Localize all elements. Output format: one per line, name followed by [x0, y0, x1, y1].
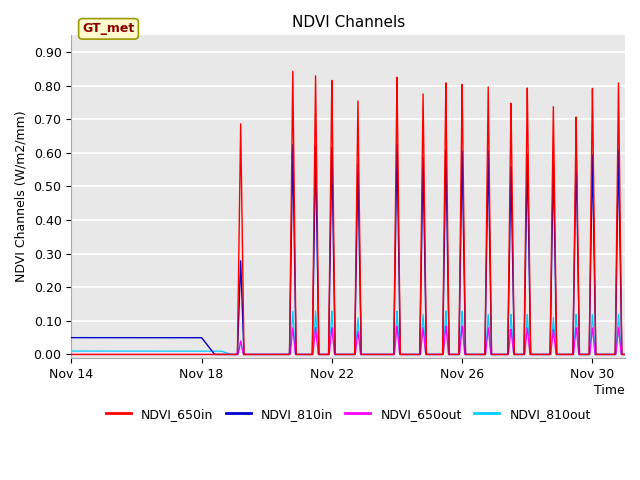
- Title: NDVI Channels: NDVI Channels: [291, 15, 404, 30]
- Text: GT_met: GT_met: [83, 23, 134, 36]
- Legend: NDVI_650in, NDVI_810in, NDVI_650out, NDVI_810out: NDVI_650in, NDVI_810in, NDVI_650out, NDV…: [100, 403, 596, 426]
- Text: Time: Time: [595, 384, 625, 396]
- Y-axis label: NDVI Channels (W/m2/mm): NDVI Channels (W/m2/mm): [15, 111, 28, 282]
